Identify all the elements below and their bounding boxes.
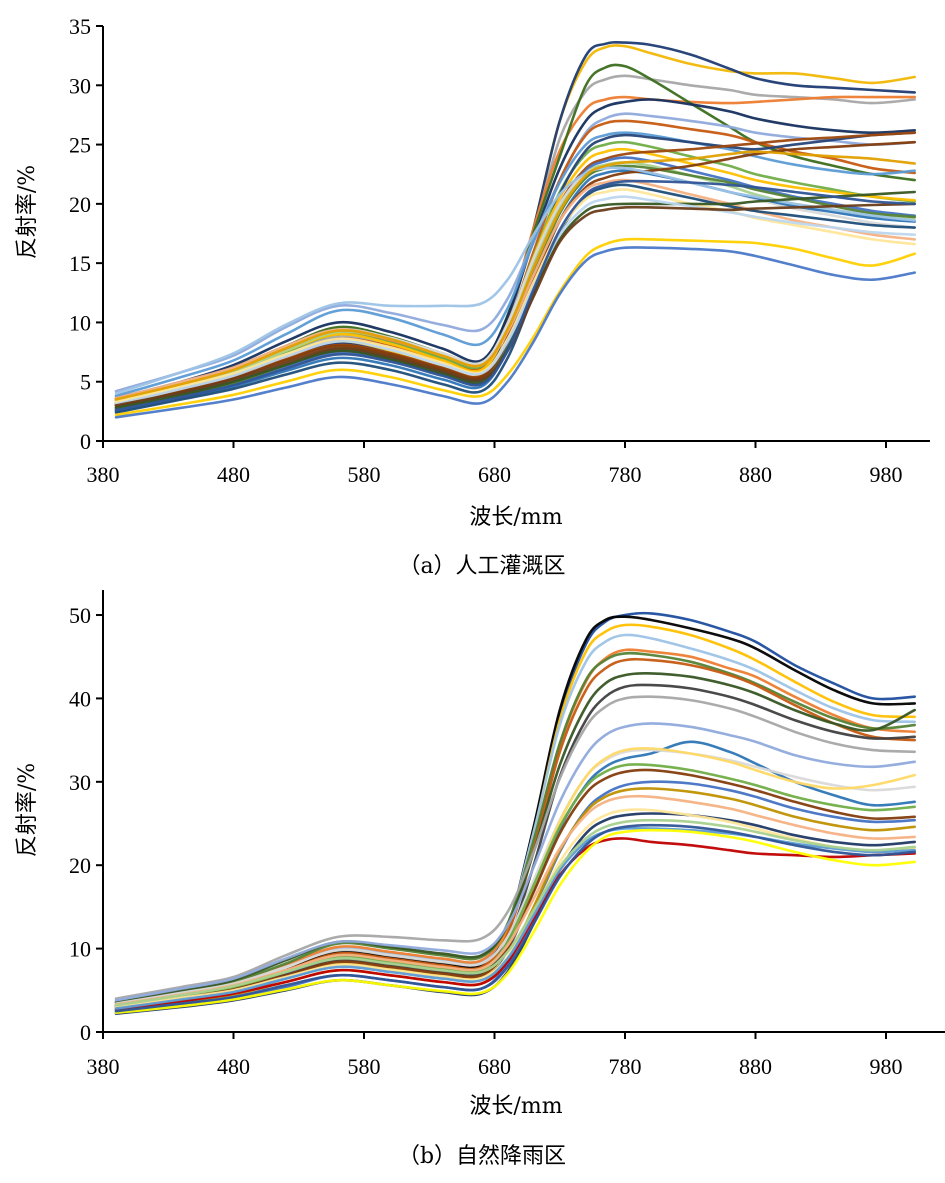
- panel-a-x-tick-label: 880: [739, 462, 772, 487]
- panel-b-series-line: [114, 768, 916, 1009]
- panel-a-series-line: [114, 188, 916, 404]
- panel-a-ticks: 380 480 580 680 780 880 980 0 5 10 15 20 25 30 35: [69, 14, 903, 487]
- panel-b-ticks: 380 480 580 680 780 880 980 0 10 20 30 40 50: [69, 603, 903, 1079]
- panel-b-x-tick-label: 980: [870, 1054, 903, 1079]
- panel-a-x-tick-label: 780: [609, 462, 642, 487]
- panel-b-series-line: [114, 748, 916, 1005]
- panel-a-x-tick-label: 580: [348, 462, 381, 487]
- panel-a-series-line: [114, 178, 916, 400]
- panel-b-y-tick-label: 50: [69, 603, 91, 628]
- panel-b-y-tick-label: 30: [69, 770, 91, 795]
- panel-b-series-line: [114, 794, 916, 1006]
- panel-a-series-group: [114, 41, 916, 419]
- panel-b-series-line: [114, 695, 916, 1000]
- panel-a-series-line: [114, 63, 916, 401]
- panel-a-y-tick-label: 30: [69, 73, 91, 98]
- panel-a-series-line: [114, 202, 916, 407]
- panel-a-y-tick-label: 25: [69, 133, 91, 158]
- panel-a-y-axis-label: 反射率/%: [15, 165, 40, 259]
- panel-b-y-tick-label: 40: [69, 686, 91, 711]
- panel-a-x-tick-label: 680: [478, 462, 511, 487]
- panel-b-series-line: [114, 823, 916, 1013]
- panel-a-x-tick-label: 380: [87, 462, 120, 487]
- panel-a-series-line: [114, 179, 916, 412]
- panel-b-x-tick-label: 580: [348, 1054, 381, 1079]
- panel-a-caption: （a）人工灌溉区: [398, 554, 565, 579]
- panel-a-y-tick-label: 10: [69, 310, 91, 335]
- panel-b-series-line: [114, 818, 916, 1007]
- panel-b-y-tick-label: 20: [69, 853, 91, 878]
- panel-b-series-line: [114, 808, 916, 1009]
- panel-a-chart: 380 480 580 680 780 880 980 0 5 10 15 20 25 30 35 波长/m…: [15, 14, 930, 579]
- panel-b-series-line: [114, 651, 916, 1005]
- panel-b-y-axis-label: 反射率/%: [15, 763, 40, 857]
- panel-a-series-line: [114, 195, 916, 406]
- panel-b-x-tick-label: 680: [478, 1054, 511, 1079]
- panel-a-x-tick-label: 980: [870, 462, 903, 487]
- panel-b-series-line: [114, 746, 916, 1010]
- panel-a-series-line: [114, 190, 916, 410]
- panel-a-series-line: [114, 41, 916, 407]
- panel-b-series-group: [114, 611, 916, 1015]
- panel-b-x-tick-label: 880: [739, 1054, 772, 1079]
- panel-a-series-line: [114, 246, 916, 419]
- panel-b-y-tick-label: 0: [80, 1020, 91, 1045]
- panel-b-chart: 380 480 580 680 780 880 980 0 10 20 30 40 50 波长/mm 反…: [15, 590, 945, 1169]
- panel-b-x-tick-label: 780: [609, 1054, 642, 1079]
- panel-b-x-axis-label: 波长/mm: [469, 1094, 562, 1119]
- panel-b-x-tick-label: 380: [87, 1054, 120, 1079]
- panel-b-series-line: [114, 828, 916, 1015]
- panel-a-y-tick-label: 15: [69, 251, 91, 276]
- panel-a-x-tick-label: 480: [217, 462, 250, 487]
- panel-a-y-tick-label: 35: [69, 14, 91, 39]
- panel-a-y-tick-label: 5: [80, 370, 91, 395]
- panel-b-series-line: [114, 722, 916, 1002]
- panel-b-y-tick-label: 10: [69, 937, 91, 962]
- panel-b-x-tick-label: 480: [217, 1054, 250, 1079]
- panel-a-y-tick-label: 20: [69, 192, 91, 217]
- panel-a-series-line: [114, 131, 916, 398]
- panel-a-series-line: [114, 237, 916, 417]
- panel-b-caption: （b）自然降雨区: [398, 1144, 566, 1169]
- panel-a-x-axis-label: 波长/mm: [469, 505, 562, 530]
- panel-a-series-line: [114, 150, 916, 401]
- panel-a-series-line: [114, 98, 916, 400]
- panel-a-y-tick-label: 0: [80, 429, 91, 454]
- panel-a-series-line: [114, 74, 916, 405]
